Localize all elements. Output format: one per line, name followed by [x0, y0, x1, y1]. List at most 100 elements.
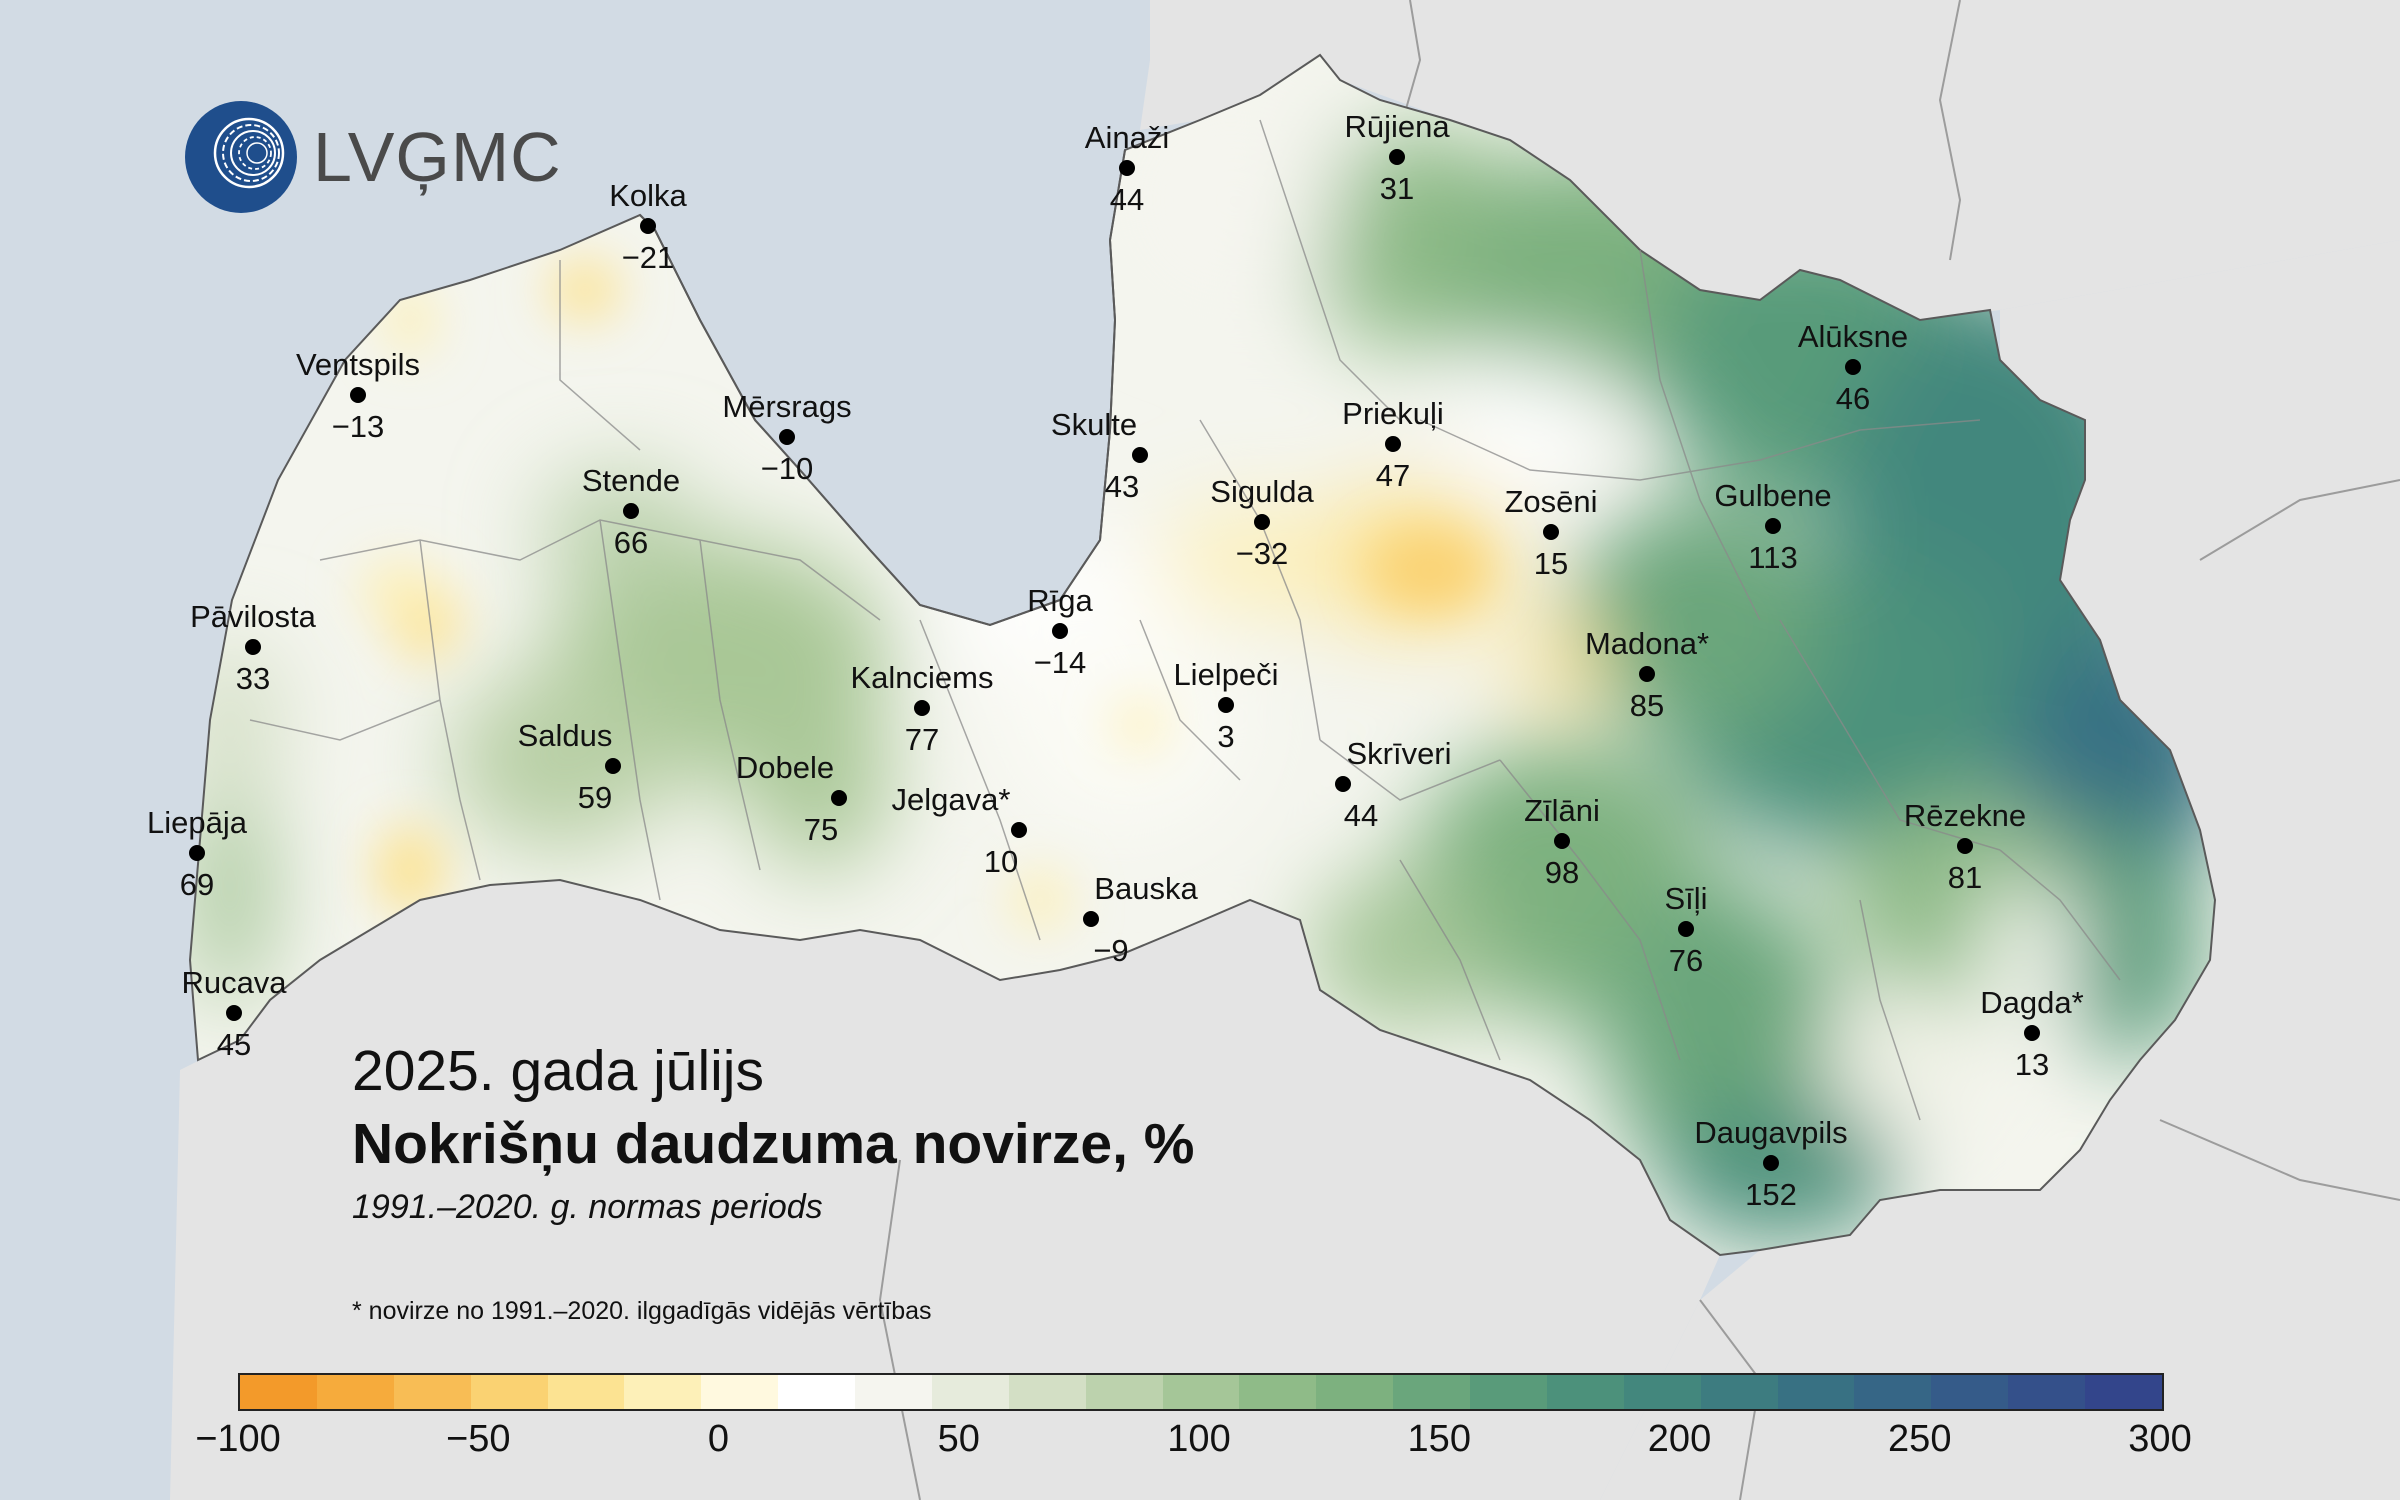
station-name: Dobele [736, 750, 834, 785]
lithuania-land [170, 880, 1720, 1500]
legend-color-step [547, 1375, 625, 1409]
station-value: −21 [622, 240, 675, 275]
station-name: Skrīveri [1346, 736, 1451, 771]
station-liepaja: Liepāja 69 [147, 805, 248, 902]
lvgmc-logo: LVĢMC [183, 99, 562, 215]
station-value: 3 [1217, 719, 1234, 754]
station-value: 98 [1545, 855, 1579, 890]
station-ainazi: Ainaži 44 [1085, 120, 1169, 217]
station-lielpeci: Lielpeči 3 [1173, 657, 1278, 754]
station-dagda: Dagda* 13 [1980, 985, 2083, 1082]
station-rujiena: Rūjiena 31 [1344, 109, 1450, 206]
station-value: 44 [1110, 182, 1144, 217]
station-name: Ainaži [1085, 120, 1169, 155]
station-value: 46 [1836, 381, 1870, 416]
station-madona: Madona* 85 [1585, 626, 1709, 723]
station-dot [2024, 1025, 2040, 1041]
station-dot [1845, 359, 1861, 375]
station-dot [1554, 833, 1570, 849]
station-name: Rucava [181, 965, 287, 1000]
legend-color-step [1085, 1375, 1163, 1409]
legend-color-step [1931, 1375, 2009, 1409]
station-dot [779, 429, 795, 445]
station-name: Rūjiena [1344, 109, 1450, 144]
station-name: Liepāja [147, 805, 248, 840]
station-value: 152 [1745, 1177, 1797, 1212]
station-dobele: Dobele 75 [736, 750, 847, 847]
station-bauska: Bauska −9 [1083, 871, 1198, 968]
station-name: Gulbene [1714, 478, 1831, 513]
station-name: Zīlāni [1524, 793, 1600, 828]
station-value: −9 [1093, 933, 1128, 968]
station-sigulda: Sigulda −32 [1210, 474, 1314, 571]
legend-tick-label: −50 [446, 1418, 511, 1460]
station-value: 85 [1630, 688, 1664, 723]
station-mersrags: Mērsrags −10 [722, 389, 851, 486]
station-value: 81 [1948, 860, 1982, 895]
legend-color-step [1470, 1375, 1547, 1409]
station-name: Lielpeči [1173, 657, 1278, 692]
stations-layer: Kolka −21 Ventspils −13 Mērsrags −10 Ainaži 44 R… [147, 109, 2084, 1212]
station-value: 66 [614, 525, 648, 560]
station-dot [831, 790, 847, 806]
station-value: 76 [1669, 943, 1703, 978]
station-name: Zosēni [1504, 484, 1597, 519]
station-name: Saldus [518, 718, 613, 753]
station-name: Sīļi [1664, 881, 1707, 916]
station-kalnciems: Kalnciems 77 [851, 660, 994, 757]
station-dot [1119, 160, 1135, 176]
station-zilani: Zīlāni 98 [1524, 793, 1600, 890]
station-name: Madona* [1585, 626, 1709, 661]
station-dot [605, 758, 621, 774]
legend-tick-label: 0 [707, 1418, 730, 1460]
station-name: Rēzekne [1904, 798, 2026, 833]
station-riga: Rīga −14 [1027, 583, 1093, 680]
station-dot [1543, 524, 1559, 540]
legend-color-step [1008, 1375, 1086, 1409]
legend-color-step [931, 1375, 1009, 1409]
estonia-land [1140, 0, 2400, 320]
legend-ticks: −100 −50 0 50 100 150 200 250 300 [195, 1418, 2192, 1468]
station-skulte: Skulte 43 [1051, 407, 1148, 504]
station-dot [1678, 921, 1694, 937]
station-value: −32 [1236, 536, 1289, 571]
station-dot [1763, 1155, 1779, 1171]
station-dot [1335, 776, 1351, 792]
legend-color-step [1316, 1375, 1394, 1409]
station-dot [640, 218, 656, 234]
station-daugavpils: Daugavpils 152 [1694, 1115, 1847, 1212]
legend-color-step [240, 1375, 317, 1409]
station-dot [1083, 911, 1099, 927]
legend-color-step [701, 1375, 779, 1409]
legend-color-step [1700, 1375, 1778, 1409]
station-value: 47 [1376, 458, 1410, 493]
legend-color-step [778, 1375, 855, 1409]
legend-color-step [1777, 1375, 1855, 1409]
station-value: 69 [180, 867, 214, 902]
station-ventspils: Ventspils −13 [296, 347, 420, 444]
legend-tick-label: 50 [937, 1418, 980, 1460]
station-pavilosta: Pāvilosta 33 [190, 599, 317, 696]
station-dot [1132, 447, 1148, 463]
station-value: 113 [1748, 540, 1797, 575]
legend-tick-label: 150 [1407, 1418, 1471, 1460]
station-name: Priekuļi [1342, 396, 1444, 431]
legend-color-step [1623, 1375, 1701, 1409]
legend-tick-label: 300 [2128, 1418, 2192, 1460]
lvgmc-logo-icon [185, 101, 297, 213]
station-saldus: Saldus 59 [518, 718, 621, 815]
station-dot [1389, 149, 1405, 165]
station-name: Alūksne [1798, 319, 1908, 354]
legend-color-step [1854, 1375, 1932, 1409]
station-value: −13 [332, 409, 385, 444]
station-rucava: Rucava 45 [181, 965, 287, 1062]
title-main: Nokrišņu daudzuma novirze, % [352, 1112, 1195, 1176]
station-dot [1385, 436, 1401, 452]
station-zoseni: Zosēni 15 [1504, 484, 1597, 581]
station-value: 45 [217, 1027, 251, 1062]
station-name: Sigulda [1210, 474, 1314, 509]
legend-color-step [316, 1375, 394, 1409]
station-dot [623, 503, 639, 519]
